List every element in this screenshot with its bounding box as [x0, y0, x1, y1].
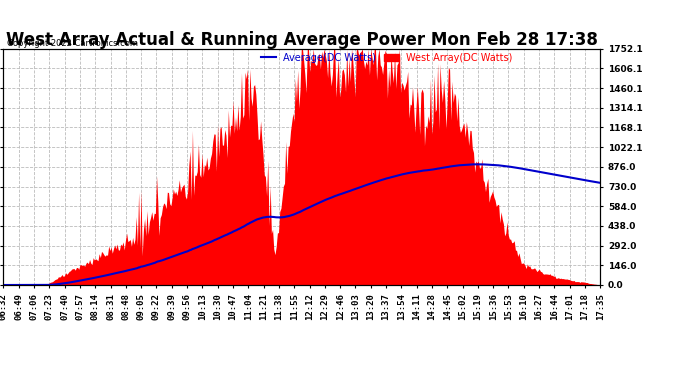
Text: Copyright 2022 Cartronics.com: Copyright 2022 Cartronics.com: [7, 39, 138, 48]
Title: West Array Actual & Running Average Power Mon Feb 28 17:38: West Array Actual & Running Average Powe…: [6, 31, 598, 49]
Legend: Average(DC Watts), West Array(DC Watts): Average(DC Watts), West Array(DC Watts): [257, 49, 517, 66]
